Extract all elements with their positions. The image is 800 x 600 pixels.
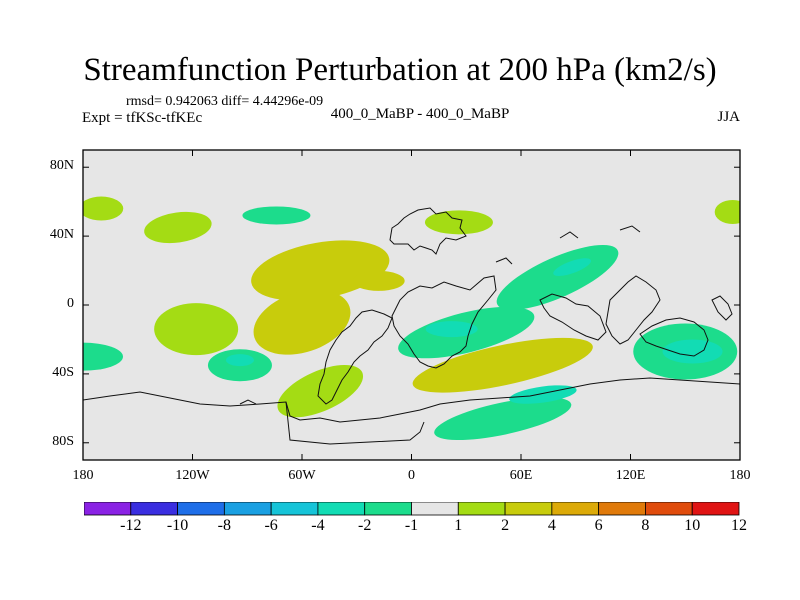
contour-fields bbox=[83, 196, 740, 441]
contour-field-14 bbox=[434, 397, 572, 441]
colorbar-label-13: 12 bbox=[731, 517, 747, 534]
colorbar-swatch-6 bbox=[364, 502, 412, 516]
colorbar-swatch-8 bbox=[457, 502, 506, 516]
colorbar-label-0: -12 bbox=[120, 517, 142, 534]
center-label: 400_0_MaBP - 400_0_MaBP bbox=[330, 106, 510, 122]
colorbar-label-6: -1 bbox=[404, 517, 419, 534]
colorbar bbox=[84, 502, 740, 516]
coastline-scatter-islands bbox=[239, 225, 641, 405]
x-tick-label-3: 0 bbox=[408, 468, 415, 483]
colorbar-label-4: -4 bbox=[311, 517, 325, 534]
y-tick-label-4: 80S bbox=[52, 433, 74, 449]
contour-field-10 bbox=[553, 258, 592, 276]
colorbar-label-7: 1 bbox=[454, 517, 463, 534]
contour-field-13 bbox=[412, 337, 593, 393]
colorbar-label-5: -2 bbox=[358, 517, 372, 534]
contour-field-21 bbox=[277, 364, 364, 418]
contour-field-8 bbox=[154, 303, 239, 356]
chart-title: Streamfunction Perturbation at 200 hPa (… bbox=[83, 52, 717, 88]
coastline-africa bbox=[391, 275, 497, 369]
colorbar-label-9: 4 bbox=[547, 517, 556, 534]
experiment-label: Expt = tfKSc-tfKEc bbox=[82, 110, 203, 126]
colorbar-label-12: 10 bbox=[684, 517, 701, 534]
contour-field-7 bbox=[253, 289, 351, 355]
colorbar-label-8: 2 bbox=[501, 517, 510, 534]
contour-field-1 bbox=[714, 200, 740, 224]
y-tick-label-3: 40S bbox=[52, 364, 74, 380]
colorbar-swatch-11 bbox=[598, 502, 646, 516]
colorbar-label-10: 6 bbox=[594, 517, 603, 534]
coastline-new-zealand bbox=[711, 295, 733, 321]
stats-line: rmsd= 0.942063 diff= 4.44296e-09 bbox=[126, 94, 324, 109]
colorbar-swatch-5 bbox=[317, 502, 366, 516]
x-tick-label-6: 180 bbox=[729, 468, 751, 483]
season-label: JJA bbox=[717, 109, 740, 125]
colorbar-swatch-10 bbox=[551, 502, 600, 516]
colorbar-label-2: -8 bbox=[217, 517, 231, 534]
coastline-east-asia bbox=[605, 275, 661, 345]
contour-field-20 bbox=[225, 354, 254, 367]
contour-field-2 bbox=[144, 211, 212, 244]
coastline-south-america bbox=[317, 309, 393, 405]
colorbar-swatch-13 bbox=[691, 502, 740, 516]
colorbar-swatch-9 bbox=[504, 502, 553, 516]
axis-ticks bbox=[82, 150, 741, 460]
contour-field-3 bbox=[242, 206, 311, 225]
colorbar-swatch-12 bbox=[645, 502, 693, 516]
colorbar-label-11: 8 bbox=[641, 517, 650, 534]
colorbar-swatch-3 bbox=[223, 502, 272, 516]
coastlines bbox=[83, 207, 740, 445]
colorbar-swatch-4 bbox=[270, 502, 319, 516]
colorbar-label-3: -6 bbox=[264, 517, 278, 534]
coastline-antarctica bbox=[83, 377, 740, 423]
contour-field-18 bbox=[83, 342, 123, 371]
x-tick-label-0: 180 bbox=[72, 468, 94, 483]
x-tick-label-4: 60E bbox=[509, 468, 533, 483]
contour-field-17 bbox=[662, 339, 723, 364]
y-tick-label-2: 0 bbox=[67, 296, 74, 311]
y-tick-label-1: 40N bbox=[49, 227, 74, 243]
contour-field-5 bbox=[251, 240, 390, 301]
x-tick-label-2: 60W bbox=[288, 468, 316, 483]
contour-field-6 bbox=[352, 270, 405, 291]
colorbar-swatch-7 bbox=[411, 502, 459, 516]
contour-field-4 bbox=[424, 210, 493, 235]
contour-field-0 bbox=[83, 196, 124, 221]
coastline-antarctic-peninsula bbox=[285, 401, 425, 445]
y-tick-label-0: 80N bbox=[49, 158, 74, 174]
contour-field-12 bbox=[425, 321, 478, 338]
colorbar-swatch-2 bbox=[177, 502, 225, 516]
coastline-india-asia bbox=[539, 293, 607, 341]
x-tick-label-5: 120E bbox=[615, 468, 646, 483]
x-tick-label-1: 120W bbox=[175, 468, 210, 483]
coastline-australia bbox=[639, 317, 709, 357]
colorbar-swatch-0 bbox=[84, 502, 132, 516]
colorbar-swatch-1 bbox=[130, 502, 178, 516]
coastline-north-africa bbox=[389, 207, 467, 255]
colorbar-label-1: -10 bbox=[166, 517, 189, 534]
